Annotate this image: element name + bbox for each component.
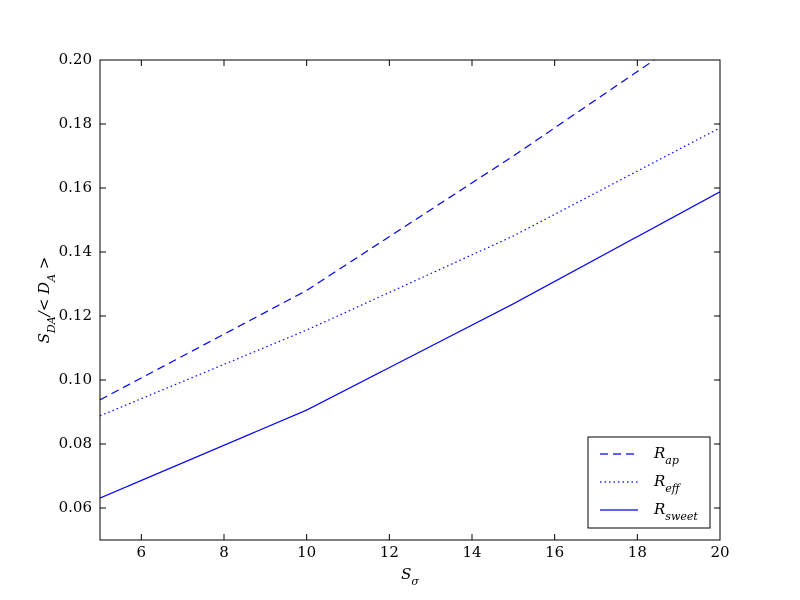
y-tick-label: 0.14 [59, 242, 92, 260]
y-tick-label: 0.16 [59, 178, 92, 196]
plot-area [100, 60, 720, 499]
y-tick-label: 0.18 [59, 114, 92, 132]
x-tick-label: 10 [297, 543, 316, 561]
plot-frame [99, 59, 721, 541]
series-line [100, 60, 656, 401]
y-tick-label: 0.10 [59, 370, 92, 388]
x-tick-label: 6 [137, 543, 147, 561]
x-tick-label: 12 [380, 543, 399, 561]
y-tick-label: 0.12 [59, 306, 92, 324]
series-line [100, 191, 720, 499]
x-tick-label: 14 [462, 543, 481, 561]
x-tick-label: 20 [710, 543, 729, 561]
series-line [100, 127, 720, 417]
y-tick-label: 0.06 [59, 498, 92, 516]
x-tick-label: 8 [219, 543, 229, 561]
y-tick-label: 0.08 [59, 434, 92, 452]
x-tick-label: 16 [545, 543, 564, 561]
x-tick-label: 18 [628, 543, 647, 561]
y-tick-label: 0.20 [59, 50, 92, 68]
legend-box [587, 436, 711, 529]
